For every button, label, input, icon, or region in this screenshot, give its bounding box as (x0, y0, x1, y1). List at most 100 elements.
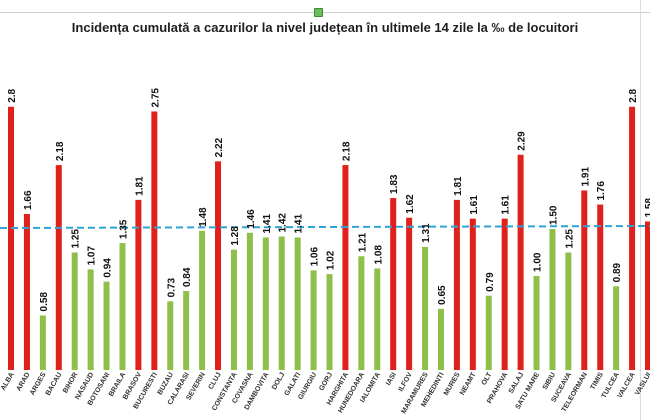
value-label: 0.89 (612, 262, 623, 282)
tick-label: ALBA (0, 372, 16, 392)
bar (501, 218, 508, 370)
value-label: 0.65 (437, 285, 448, 305)
tick-label: TIMIS (590, 371, 606, 391)
value-label: 1.41 (262, 214, 273, 234)
value-label: 2.29 (517, 131, 528, 151)
bar (39, 315, 46, 370)
tick-label: BACAU (45, 372, 64, 397)
value-label: 1.21 (357, 232, 368, 252)
value-label: 1.25 (71, 229, 82, 249)
value-label: 1.08 (373, 245, 384, 265)
value-label: 1.02 (326, 250, 337, 270)
value-label: 0.84 (182, 267, 193, 287)
bar (23, 213, 30, 370)
tick-label: GORJ (318, 371, 334, 392)
value-label: 1.28 (230, 226, 241, 246)
value-label: 1.58 (644, 198, 650, 218)
value-label: 1.35 (118, 219, 129, 239)
bar (453, 199, 460, 370)
bar (55, 165, 62, 370)
value-label: 1.07 (87, 246, 98, 266)
value-label: 1.83 (389, 174, 400, 194)
bar (135, 199, 142, 370)
frame-top-border (0, 12, 650, 13)
value-label: 2.18 (55, 141, 66, 161)
bar (581, 190, 588, 370)
bar (326, 274, 333, 370)
chart-title: Incidența cumulată a cazurilor la nivel … (71, 20, 579, 35)
bar (103, 281, 110, 370)
value-label: 1.00 (533, 252, 544, 272)
value-label: 1.46 (246, 209, 257, 229)
bar (8, 106, 14, 371)
bar (374, 268, 381, 370)
bar (310, 270, 317, 370)
bar (358, 256, 365, 370)
bar (645, 221, 650, 370)
bar (629, 106, 636, 371)
bar (565, 252, 572, 370)
value-label: 1.61 (501, 195, 512, 215)
bar (294, 237, 301, 370)
bar (517, 154, 524, 370)
bar (278, 236, 285, 370)
bar (71, 252, 78, 370)
bar (183, 291, 190, 370)
bar (549, 229, 556, 370)
tick-label: OLT (481, 371, 494, 387)
reference-line (0, 225, 650, 229)
tick-label: IASI (385, 371, 398, 386)
bar (246, 232, 253, 370)
value-label: 1.06 (310, 246, 321, 266)
value-label: 1.48 (198, 207, 209, 227)
value-label: 2.18 (341, 141, 352, 161)
bar (406, 217, 413, 370)
tick-label: NEAMT (459, 371, 478, 397)
bar (390, 197, 397, 370)
value-label: 2.22 (214, 137, 225, 157)
value-label: 2.75 (150, 88, 161, 108)
tick-label: BIHOR (62, 372, 79, 395)
bar (342, 165, 349, 370)
tick-label: SIBIU (542, 372, 557, 392)
tick-label: DOLJ (271, 371, 286, 391)
value-label: 1.91 (580, 167, 591, 187)
bar (262, 237, 269, 370)
resize-handle-icon[interactable] (314, 8, 323, 17)
value-label: 1.42 (278, 213, 289, 233)
value-label: 0.58 (39, 292, 50, 312)
value-label: 1.81 (453, 176, 464, 196)
value-label: 0.94 (103, 258, 114, 278)
bar (199, 230, 206, 370)
tick-label: ILFOV (397, 371, 414, 393)
bar (613, 286, 620, 370)
frame-right-border (640, 0, 641, 420)
bar (533, 276, 540, 370)
value-label: 1.50 (548, 205, 559, 225)
value-label: 1.41 (294, 214, 305, 234)
value-label: 0.73 (166, 277, 177, 297)
value-label: 1.76 (596, 181, 607, 201)
value-label: 0.79 (485, 272, 496, 292)
value-label: 2.8 (628, 88, 639, 102)
bar (469, 218, 476, 370)
bar (119, 243, 126, 370)
value-label: 1.66 (23, 190, 34, 210)
bar (485, 295, 492, 370)
tick-label: ARAD (15, 372, 31, 393)
bar (167, 301, 174, 370)
bar (87, 269, 94, 370)
value-label: 1.81 (134, 176, 145, 196)
bar (422, 246, 429, 370)
value-label: 1.62 (405, 194, 416, 214)
value-label: 2.8 (7, 88, 18, 102)
value-label: 1.61 (469, 195, 480, 215)
bar (597, 204, 604, 370)
bar (437, 308, 444, 370)
tick-label: CLUJ (208, 371, 223, 390)
bar (215, 161, 222, 370)
value-label: 1.25 (564, 229, 575, 249)
bar (230, 249, 237, 370)
